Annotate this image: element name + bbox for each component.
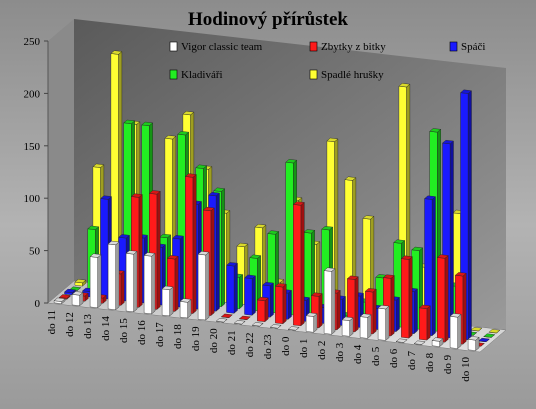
x-tick-label: do 3 (334, 342, 346, 362)
bar (71, 291, 84, 307)
x-tick-label: do 16 (136, 320, 148, 345)
bar (238, 315, 251, 320)
x-axis: do 11 do 12 do 13 do 14 do 15 do 16 do 17 do 18… (46, 310, 472, 382)
x-tick-label: do 0 (280, 336, 292, 356)
bar (341, 316, 354, 337)
bar (413, 340, 426, 345)
legend-swatch (449, 41, 458, 52)
bar (467, 336, 480, 352)
chart-title: Hodinový přírůstek (188, 9, 348, 30)
bar (179, 298, 192, 319)
side-wall (48, 19, 74, 303)
bar (53, 297, 66, 305)
bar (251, 322, 264, 327)
bar (400, 255, 413, 339)
x-tick-label: do 9 (442, 354, 454, 374)
bar (449, 313, 462, 350)
bar (287, 326, 300, 331)
bar (215, 318, 228, 323)
y-tick-label: 100 (24, 193, 41, 205)
x-tick-label: do 19 (190, 326, 202, 351)
bar (483, 333, 496, 338)
y-axis: 0 50 100 150 200 250 (24, 36, 48, 310)
bar (74, 278, 87, 287)
bar (274, 283, 287, 325)
bar (395, 338, 408, 343)
x-tick-label: do 11 (46, 310, 58, 334)
legend-swatch (169, 41, 178, 52)
bar (359, 313, 372, 339)
y-tick-label: 150 (24, 141, 41, 153)
x-tick-label: do 13 (82, 314, 94, 339)
bar (436, 254, 449, 343)
y-tick-label: 200 (24, 88, 41, 100)
x-tick-label: do 8 (424, 352, 436, 372)
x-tick-label: do 2 (316, 341, 328, 360)
bar (323, 267, 336, 335)
legend: Vigor classic team Zbytky z bitky Spáči Kla… (169, 41, 485, 81)
bar (244, 274, 256, 316)
legend-label: Spáči (461, 41, 485, 53)
legend-label: Zbytky z bitky (321, 41, 386, 53)
bar (269, 324, 282, 329)
legend-label: Spadlé hrušky (321, 69, 384, 81)
x-tick-label: do 5 (370, 346, 382, 366)
x-tick-label: do 7 (406, 350, 418, 370)
x-tick-label: do 18 (172, 324, 184, 349)
legend-label: Kladiváři (181, 69, 223, 81)
x-tick-label: do 1 (298, 339, 310, 358)
bar (89, 253, 102, 309)
bar (58, 294, 71, 300)
bar (418, 304, 431, 341)
legend-swatch (309, 69, 318, 80)
bar (292, 201, 305, 327)
bar (256, 296, 269, 323)
x-tick-label: do 10 (460, 357, 472, 382)
bar (431, 337, 444, 348)
legend-swatch (169, 69, 178, 80)
bar (478, 337, 490, 343)
x-tick-label: do 22 (244, 333, 256, 358)
bar (488, 329, 501, 334)
x-tick-label: do 14 (100, 316, 112, 341)
bar (161, 285, 174, 317)
legend-label: Vigor classic team (181, 41, 263, 53)
legend-swatch (309, 41, 318, 52)
y-tick-label: 50 (29, 246, 41, 258)
bar (184, 173, 197, 315)
bar (220, 313, 233, 318)
bar (226, 262, 238, 314)
bar (377, 305, 390, 341)
bar (233, 320, 246, 325)
bar (64, 288, 76, 296)
bar (125, 250, 138, 313)
bar (143, 252, 156, 315)
x-tick-label: do 4 (352, 344, 364, 364)
bar (197, 251, 210, 321)
x-tick-label: do 15 (118, 318, 130, 343)
y-tick-label: 0 (35, 298, 41, 310)
bars (53, 50, 501, 352)
x-tick-label: do 20 (208, 328, 220, 353)
bar (107, 240, 120, 311)
x-tick-label: do 12 (64, 312, 76, 337)
x-tick-label: do 21 (226, 330, 238, 355)
y-tick-label: 250 (24, 36, 41, 48)
bar (305, 312, 318, 333)
bar (470, 327, 483, 332)
x-tick-label: do 17 (154, 322, 166, 347)
x-tick-label: do 23 (262, 334, 274, 359)
x-tick-label: do 6 (388, 348, 400, 368)
